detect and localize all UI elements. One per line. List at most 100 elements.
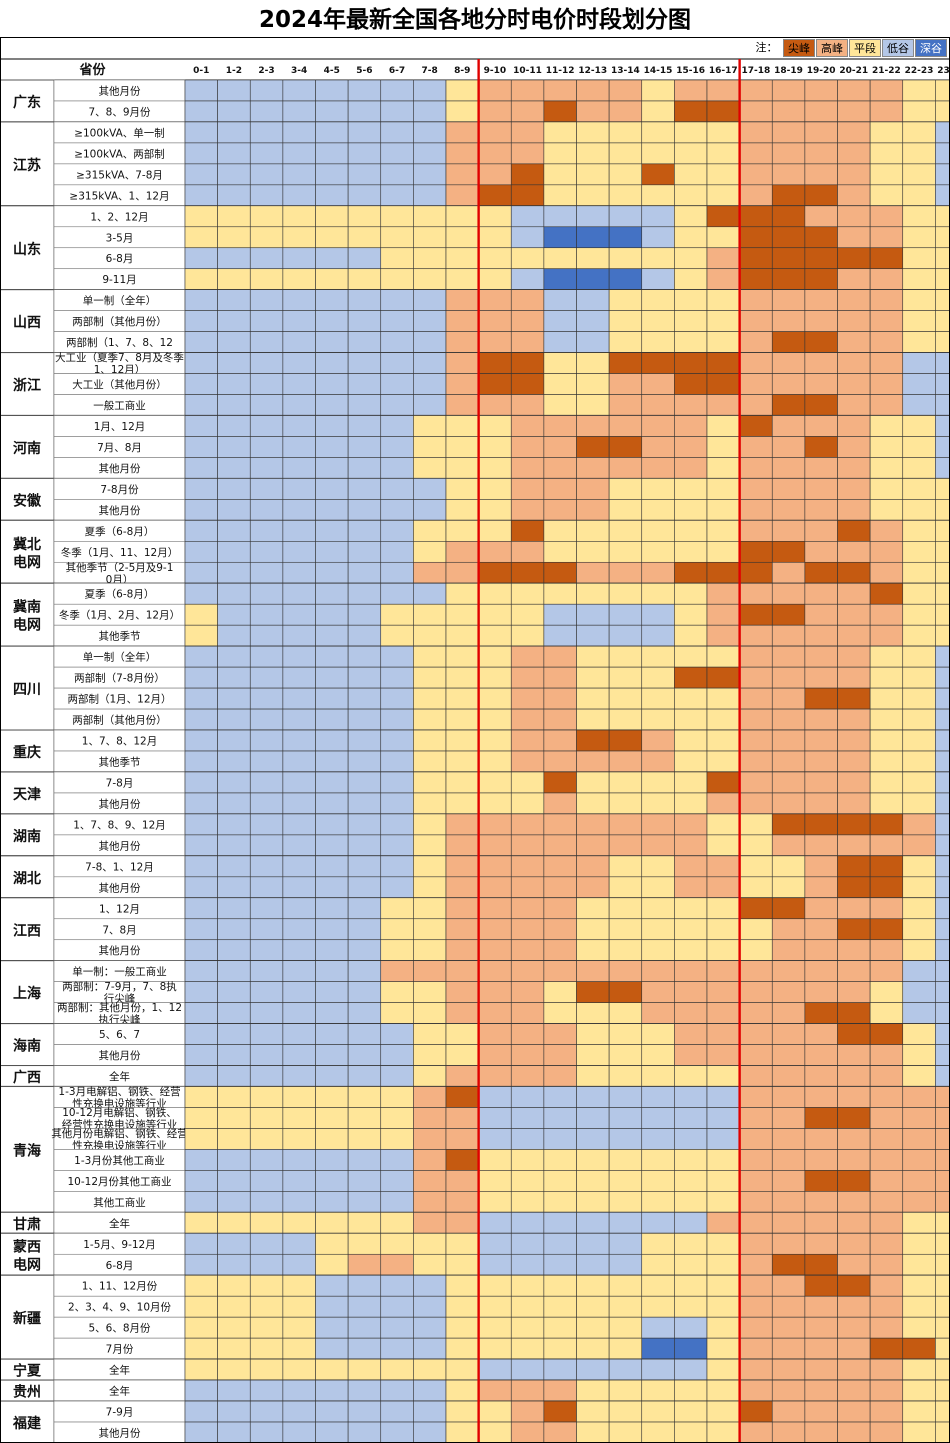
- heatmap-cell: [184, 729, 218, 752]
- heatmap-cell: [282, 184, 316, 207]
- heatmap-cell: [510, 1212, 545, 1234]
- heatmap-cell: [902, 352, 936, 374]
- heatmap-cell: [478, 1274, 512, 1297]
- heatmap-cell: [902, 1253, 936, 1276]
- heatmap-cell: [478, 750, 512, 773]
- hour-label: 6-7: [389, 66, 405, 76]
- heatmap-cell: [706, 1170, 740, 1192]
- heatmap-cell: [771, 184, 806, 207]
- heatmap-cell: [249, 813, 284, 836]
- heatmap-cell: [282, 373, 316, 395]
- heatmap-cell: [249, 268, 284, 290]
- heatmap-cell: [674, 1128, 708, 1150]
- heatmap-cell: [217, 1379, 251, 1402]
- heatmap-cell: [413, 792, 447, 815]
- heatmap-cell: [869, 1107, 904, 1129]
- heatmap-cell: [543, 1128, 577, 1150]
- heatmap-cell: [641, 268, 675, 290]
- heatmap-cell: [771, 960, 806, 982]
- heatmap-cell: [380, 163, 414, 186]
- heatmap-cell: [510, 708, 545, 731]
- row-label: 7月、8月: [97, 442, 142, 454]
- heatmap-cell: [184, 142, 218, 165]
- heatmap-cell: [837, 205, 871, 228]
- heatmap-cell: [739, 918, 773, 941]
- heatmap-cell: [347, 373, 382, 395]
- heatmap-cell: [935, 687, 950, 710]
- heatmap-cell: [184, 1253, 218, 1276]
- heatmap-cell: [902, 876, 936, 899]
- heatmap-cell: [184, 163, 218, 186]
- heatmap-cell: [608, 750, 643, 773]
- heatmap-cell: [706, 1337, 740, 1360]
- heatmap-cell: [674, 499, 708, 521]
- heatmap-cell: [282, 247, 316, 270]
- row-label: 两部制（1、7、8、12: [66, 336, 173, 349]
- heatmap-cell: [413, 268, 447, 290]
- heatmap-cell: [510, 855, 545, 878]
- heatmap-cell: [510, 499, 545, 521]
- row-label: 两部制（7-8月份）: [74, 672, 165, 685]
- heatmap-cell: [347, 834, 382, 857]
- heatmap-cell: [608, 1295, 643, 1318]
- heatmap-cell: [217, 1212, 251, 1234]
- heatmap-cell: [771, 834, 806, 857]
- heatmap-cell: [184, 247, 218, 270]
- province-name: 电网: [13, 1256, 41, 1273]
- heatmap-cell: [804, 939, 838, 962]
- heatmap-cell: [543, 666, 577, 689]
- heatmap-cell: [510, 373, 545, 395]
- heatmap-cell: [739, 247, 773, 270]
- heatmap-cell: [445, 1149, 479, 1171]
- heatmap-cell: [674, 603, 708, 626]
- heatmap-cell: [217, 1253, 251, 1276]
- heatmap-cell: [249, 247, 284, 270]
- heatmap-cell: [804, 708, 838, 731]
- heatmap-cell: [510, 457, 545, 479]
- heatmap-cell: [706, 331, 740, 353]
- heatmap-cell: [576, 121, 610, 144]
- heatmap-cell: [315, 352, 349, 374]
- heatmap-cell: [706, 121, 740, 144]
- heatmap-cell: [249, 1191, 284, 1213]
- heatmap-cell: [478, 142, 512, 165]
- row-label: 性充换电设施等行业: [72, 1097, 167, 1110]
- heatmap-cell: [217, 876, 251, 899]
- hour-label: 16-17: [709, 66, 738, 76]
- heatmap-cell: [249, 687, 284, 710]
- heatmap-cell: [543, 582, 577, 605]
- heatmap-cell: [380, 1044, 414, 1066]
- heatmap-cell: [608, 1379, 643, 1402]
- heatmap-cell: [380, 708, 414, 731]
- province-name: 四川: [13, 682, 41, 698]
- heatmap-cell: [869, 499, 904, 521]
- heatmap-cell: [217, 163, 251, 186]
- heatmap-cell: [249, 1358, 284, 1381]
- heatmap-cell: [347, 457, 382, 479]
- heatmap-cell: [935, 1086, 950, 1108]
- heatmap-cell: [576, 687, 610, 710]
- heatmap-cell: [771, 1358, 806, 1381]
- heatmap-cell: [543, 750, 577, 773]
- heatmap-cell: [674, 1400, 708, 1423]
- heatmap-cell: [380, 1023, 414, 1045]
- heatmap-cell: [510, 415, 545, 437]
- heatmap-cell: [478, 1421, 512, 1443]
- heatmap-cell: [478, 918, 512, 941]
- row-label: ≥100kVA、单一制: [74, 126, 165, 139]
- heatmap-cell: [902, 1358, 936, 1381]
- heatmap-cell: [184, 603, 218, 626]
- heatmap-cell: [217, 834, 251, 857]
- row-label: 冬季（1月、11、12月）: [61, 546, 178, 559]
- heatmap-cell: [510, 289, 545, 311]
- heatmap-cell: [478, 1044, 512, 1066]
- heatmap-cell: [576, 1400, 610, 1423]
- heatmap-cell: [347, 582, 382, 605]
- heatmap-cell: [478, 436, 512, 458]
- heatmap-cell: [902, 603, 936, 626]
- heatmap-cell: [478, 226, 512, 249]
- heatmap-cell: [771, 1212, 806, 1234]
- heatmap-cell: [902, 645, 936, 668]
- heatmap-cell: [315, 1128, 349, 1150]
- heatmap-cell: [478, 582, 512, 605]
